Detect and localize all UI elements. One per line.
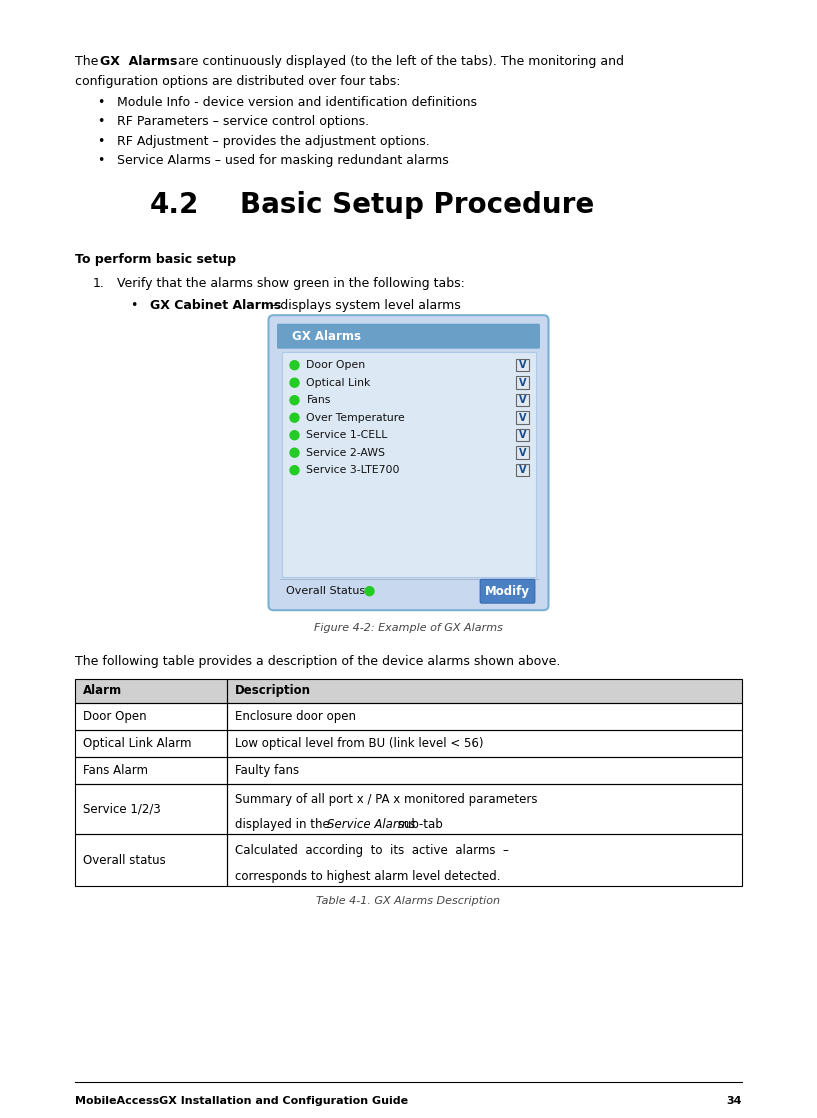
Circle shape xyxy=(365,587,374,596)
Text: Summary of all port x / PA x monitored parameters: Summary of all port x / PA x monitored p… xyxy=(235,793,538,806)
Text: •: • xyxy=(130,299,137,312)
FancyBboxPatch shape xyxy=(516,394,529,407)
Text: configuration options are distributed over four tabs:: configuration options are distributed ov… xyxy=(75,75,400,87)
Bar xyxy=(75,834,742,887)
Text: Service 1/2/3: Service 1/2/3 xyxy=(83,803,161,816)
FancyBboxPatch shape xyxy=(516,377,529,389)
Text: RF Parameters – service control options.: RF Parameters – service control options. xyxy=(117,115,369,129)
Bar xyxy=(75,757,742,784)
Text: The following table provides a description of the device alarms shown above.: The following table provides a descripti… xyxy=(75,655,560,669)
Text: V: V xyxy=(519,360,526,370)
Text: Table 4-1. GX Alarms Description: Table 4-1. GX Alarms Description xyxy=(316,897,501,906)
Text: MobileAccessGX Installation and Configuration Guide: MobileAccessGX Installation and Configur… xyxy=(75,1096,408,1106)
FancyBboxPatch shape xyxy=(269,315,548,610)
Text: V: V xyxy=(519,395,526,405)
Bar xyxy=(75,730,742,757)
Text: RF Adjustment – provides the adjustment options.: RF Adjustment – provides the adjustment … xyxy=(117,135,430,148)
Bar xyxy=(227,703,742,730)
Text: Enclosure door open: Enclosure door open xyxy=(235,710,356,723)
Text: To perform basic setup: To perform basic setup xyxy=(75,253,236,266)
Text: •: • xyxy=(97,96,105,108)
Bar xyxy=(75,730,227,757)
FancyBboxPatch shape xyxy=(516,464,529,476)
Text: Modify: Modify xyxy=(485,585,530,598)
Text: Low optical level from BU (link level < 56): Low optical level from BU (link level < … xyxy=(235,737,484,750)
Circle shape xyxy=(290,378,299,387)
Text: Optical Link: Optical Link xyxy=(306,378,371,388)
FancyBboxPatch shape xyxy=(480,579,535,604)
Text: GX  Alarms: GX Alarms xyxy=(100,55,178,68)
Text: Service Alarms: Service Alarms xyxy=(327,818,415,831)
Text: GX Cabinet Alarms: GX Cabinet Alarms xyxy=(150,299,281,312)
Bar xyxy=(227,784,742,834)
Text: Overall Status: Overall Status xyxy=(285,586,364,596)
Bar xyxy=(227,834,742,887)
Text: 4.2: 4.2 xyxy=(150,190,199,218)
Text: Description: Description xyxy=(235,684,311,698)
Text: The: The xyxy=(75,55,102,68)
FancyBboxPatch shape xyxy=(516,359,529,371)
Bar xyxy=(282,352,535,577)
Circle shape xyxy=(290,361,299,370)
Text: Door Open: Door Open xyxy=(306,360,366,370)
Text: V: V xyxy=(519,465,526,475)
Circle shape xyxy=(290,430,299,439)
Bar xyxy=(75,784,742,834)
Bar xyxy=(75,679,742,703)
Text: Figure 4-2: Example of GX Alarms: Figure 4-2: Example of GX Alarms xyxy=(314,623,503,633)
Text: •: • xyxy=(97,135,105,148)
Bar xyxy=(227,679,742,703)
Bar xyxy=(75,679,227,703)
Bar xyxy=(227,757,742,784)
Text: Service Alarms – used for masking redundant alarms: Service Alarms – used for masking redund… xyxy=(117,154,449,168)
Text: •: • xyxy=(97,115,105,129)
Text: Optical Link Alarm: Optical Link Alarm xyxy=(83,737,191,750)
Text: V: V xyxy=(519,430,526,440)
Text: displayed in the: displayed in the xyxy=(235,818,333,831)
Text: Faulty fans: Faulty fans xyxy=(235,764,299,777)
Text: V: V xyxy=(519,378,526,388)
Text: Service 3-LTE700: Service 3-LTE700 xyxy=(306,465,400,475)
Text: Overall status: Overall status xyxy=(83,854,166,866)
Text: are continuously displayed (to the left of the tabs). The monitoring and: are continuously displayed (to the left … xyxy=(173,55,623,68)
FancyBboxPatch shape xyxy=(516,429,529,442)
Text: GX Alarms: GX Alarms xyxy=(292,330,360,343)
FancyBboxPatch shape xyxy=(516,446,529,459)
Circle shape xyxy=(290,414,299,423)
Text: Service 1-CELL: Service 1-CELL xyxy=(306,430,388,440)
Text: 34: 34 xyxy=(726,1096,742,1106)
Text: Calculated  according  to  its  active  alarms  –: Calculated according to its active alarm… xyxy=(235,844,509,856)
Bar xyxy=(75,834,227,887)
Text: V: V xyxy=(519,413,526,423)
Circle shape xyxy=(290,448,299,457)
Text: Alarm: Alarm xyxy=(83,684,122,698)
Text: Service 2-AWS: Service 2-AWS xyxy=(306,447,386,457)
Text: Verify that the alarms show green in the following tabs:: Verify that the alarms show green in the… xyxy=(117,277,465,291)
Text: corresponds to highest alarm level detected.: corresponds to highest alarm level detec… xyxy=(235,870,501,883)
Text: Door Open: Door Open xyxy=(83,710,146,723)
Bar xyxy=(75,757,227,784)
Text: Over Temperature: Over Temperature xyxy=(306,413,405,423)
Circle shape xyxy=(290,466,299,475)
Text: V: V xyxy=(519,447,526,457)
FancyBboxPatch shape xyxy=(277,324,540,349)
Bar xyxy=(75,703,227,730)
Bar xyxy=(75,784,227,834)
Bar xyxy=(227,730,742,757)
Text: Fans Alarm: Fans Alarm xyxy=(83,764,148,777)
FancyBboxPatch shape xyxy=(516,411,529,424)
Text: Basic Setup Procedure: Basic Setup Procedure xyxy=(240,190,594,218)
Bar xyxy=(75,703,742,730)
Text: •: • xyxy=(97,154,105,168)
Circle shape xyxy=(290,396,299,405)
Text: sub-tab: sub-tab xyxy=(394,818,443,831)
Text: – displays system level alarms: – displays system level alarms xyxy=(266,299,461,312)
Text: 1.: 1. xyxy=(93,277,105,291)
Text: Fans: Fans xyxy=(306,395,331,405)
Text: Module Info - device version and identification definitions: Module Info - device version and identif… xyxy=(117,96,477,108)
